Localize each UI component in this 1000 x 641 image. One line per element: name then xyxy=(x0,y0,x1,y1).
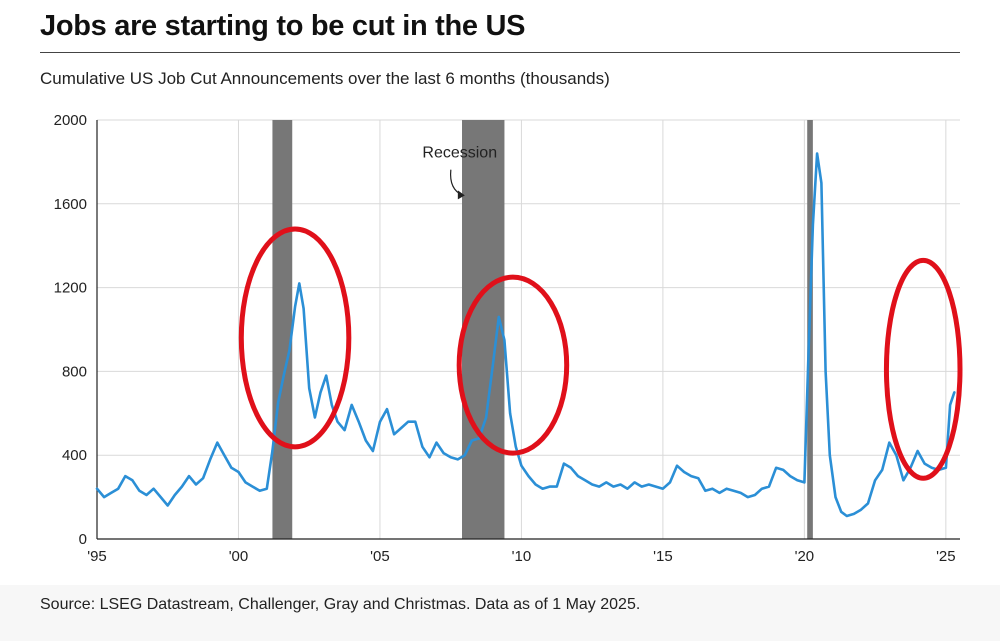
axis-layer: 0 400 800 1200 1600 2000 '95 '00 '05 '10 '15 '20 '25 xyxy=(54,112,960,565)
x-tick-label-2015: '15 xyxy=(653,548,673,565)
x-tick-label-1995: '95 xyxy=(87,548,107,565)
footer-band xyxy=(0,585,1000,641)
y-tick-label-0: 0 xyxy=(79,531,87,548)
recession-annotation-arrowhead xyxy=(457,190,465,200)
x-tick-label-2005: '05 xyxy=(370,548,390,565)
x-tick-label-2025: '25 xyxy=(936,548,956,565)
y-tick-label-400: 400 xyxy=(62,447,87,464)
highlight-circle-layer xyxy=(238,226,963,481)
series-layer xyxy=(95,152,956,518)
x-tick-label-2020: '20 xyxy=(795,548,815,565)
highlight-circle-2 xyxy=(456,274,570,456)
recession-layer xyxy=(272,120,813,539)
recession-annotation-label: Recession xyxy=(422,145,497,162)
recession-band-1 xyxy=(272,120,293,539)
line-chart: 0 400 800 1200 1600 2000 '95 '00 '05 '10 '15 '20 '25… xyxy=(54,112,963,565)
chart-title: Jobs are starting to be cut in the US xyxy=(40,10,526,42)
chart-subtitle: Cumulative US Job Cut Announcements over… xyxy=(40,69,610,88)
series-line-1 xyxy=(95,152,956,518)
y-tick-label-1600: 1600 xyxy=(54,196,87,213)
x-tick-label-2000: '00 xyxy=(229,548,249,565)
y-tick-label-800: 800 xyxy=(62,363,87,380)
y-tick-label-1200: 1200 xyxy=(54,280,87,297)
title-rule xyxy=(40,52,960,53)
annotation-layer: Recession xyxy=(422,145,497,200)
source-note: Source: LSEG Datastream, Challenger, Gra… xyxy=(40,596,641,613)
highlight-circle-3 xyxy=(883,257,963,481)
highlight-circle-1 xyxy=(238,226,352,450)
y-tick-label-2000: 2000 xyxy=(54,112,87,129)
x-tick-label-2010: '10 xyxy=(512,548,532,565)
recession-annotation-arrow xyxy=(449,169,464,196)
